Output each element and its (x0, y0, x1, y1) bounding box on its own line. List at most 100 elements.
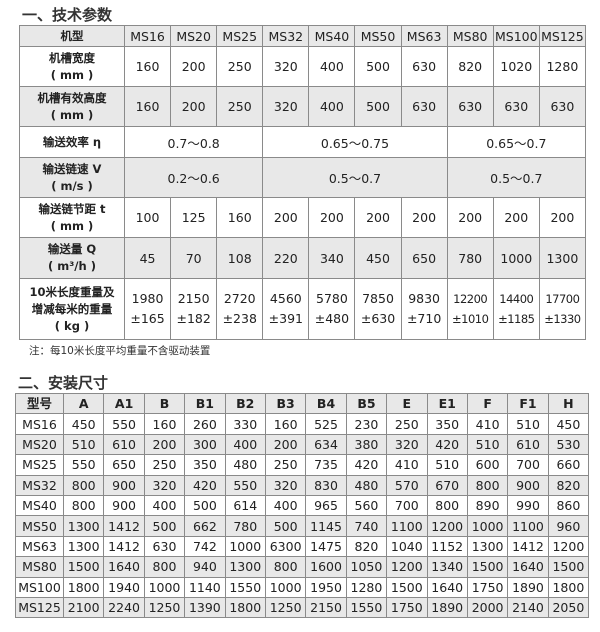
table-row: 机槽有效高度( mm ) 160 200 250 320 400 500 630 630 630 6… (19, 86, 586, 127)
table-row: 10米长度重量及 增减每米的重量 ( kg ) 1980 ±165 2150 ±182 272… (19, 278, 586, 340)
model-header: MS16 (123, 25, 172, 47)
value-cell: 320 (262, 86, 310, 127)
weight-value: 9830 (408, 291, 441, 306)
value-cell: 2100 (62, 596, 105, 619)
value-cell: 410 (386, 454, 428, 476)
value-cell: 300 (184, 433, 226, 456)
value-cell: 860 (547, 494, 590, 517)
value-cell: 550 (62, 454, 105, 476)
column-header: A (62, 392, 105, 415)
value-cell: 160 (143, 413, 186, 435)
value-cell: 830 (305, 474, 347, 496)
value-cell: 650 (400, 237, 448, 279)
value-cell: 900 (103, 494, 145, 517)
value-cell: 200 (170, 86, 218, 127)
table-row: 机型 MS16 MS20 MS25 MS32 MS40 MS50 MS63 MS80 MS100 M… (19, 25, 586, 47)
value-cell: 400 (143, 494, 186, 517)
row-label: 输送链速 V ( m/s ) (19, 157, 125, 198)
model-cell: MS25 (15, 454, 64, 476)
weight-value: 17700 (545, 292, 580, 306)
value-cell: 1550 (345, 596, 388, 619)
value-cell: 450 (547, 413, 590, 435)
value-cell: 670 (426, 474, 468, 496)
value-cell: 1600 (305, 556, 347, 578)
weight-value: 14400 (499, 292, 534, 306)
value-cell: 200 (143, 433, 186, 456)
model-cell: MS16 (15, 413, 64, 435)
weight-delta: ±391 (268, 311, 303, 326)
weight-value: 4560 (269, 291, 302, 306)
value-cell: 965 (305, 494, 347, 517)
value-cell: 400 (224, 433, 266, 456)
value-cell: 1640 (426, 576, 468, 598)
row-label-text: ( mm ) (50, 107, 94, 122)
value-cell: 1800 (224, 596, 266, 619)
value-cell: 630 (492, 86, 540, 127)
value-cell: 220 (262, 237, 310, 279)
value-cell: 1152 (426, 535, 468, 558)
header-row: 型号 A A1 B B1 B2 B3 B4 B5 E E1 F F1 H (15, 392, 590, 415)
value-cell: 1940 (103, 576, 145, 598)
value-cell: 200 (492, 197, 540, 238)
model-header: MS50 (354, 25, 402, 47)
value-cell: 1800 (547, 576, 590, 598)
value-cell: 1050 (345, 556, 388, 578)
value-cell: 820 (446, 46, 494, 87)
value-cell: 2000 (466, 596, 509, 619)
column-header: B5 (345, 392, 388, 415)
value-cell: 1300 (62, 515, 105, 537)
weight-cell: 14400 ±1185 (492, 278, 540, 340)
value-cell: 1890 (426, 596, 468, 619)
row-label-text: 机槽宽度 (49, 50, 95, 65)
row-label-text: ( m³/h ) (48, 259, 96, 273)
table-row: MS125 2100 2240 1250 1390 1800 1250 2150 1550 175… (15, 596, 590, 619)
weight-cell: 17700 ±1330 (538, 278, 586, 340)
value-cell: 1640 (507, 556, 549, 578)
value-cell: 45 (123, 237, 172, 279)
value-cell: 340 (308, 237, 356, 279)
value-cell: 890 (466, 494, 509, 517)
model-header: MS100 (492, 25, 540, 47)
value-cell: 200 (170, 46, 218, 87)
value-cell: 1800 (62, 576, 105, 598)
value-cell: 2050 (547, 596, 590, 619)
value-cell: 1250 (143, 596, 186, 619)
value-cell: 700 (507, 454, 549, 476)
weight-delta: ±1185 (498, 312, 535, 326)
value-cell: 1300 (538, 237, 586, 279)
value-cell: 1000 (143, 576, 186, 598)
table-row: MS63 1300 1412 630 742 1000 6300 1475 820 1040 115… (15, 535, 590, 558)
weight-delta: ±182 (176, 311, 211, 326)
value-cell: 1890 (507, 576, 549, 598)
value-cell: 1040 (386, 535, 428, 558)
weight-cell: 9830 ±710 (400, 278, 448, 340)
value-cell: 160 (216, 197, 264, 238)
value-cell: 2150 (305, 596, 347, 619)
value-cell: 1750 (466, 576, 509, 598)
table-row: 输送效率 η 0.7～0.8 0.65～0.75 0.65～0.7 (19, 126, 586, 158)
value-cell: 320 (262, 46, 310, 87)
weight-cell: 5780 ±480 (308, 278, 356, 340)
weight-value: 5780 (316, 291, 348, 306)
value-cell: 160 (264, 413, 307, 435)
value-cell: 735 (305, 454, 347, 476)
value-cell: 1500 (547, 556, 590, 578)
table-row: 输送量 Q ( m³/h ) 45 70 108 220 340 450 650 780 1000 1… (19, 237, 586, 279)
value-cell: 250 (264, 454, 307, 476)
weight-note: 注：每10米长度平均重量不含驱动装置 (29, 345, 211, 357)
value-cell: 1200 (547, 535, 590, 558)
value-cell: 1020 (492, 46, 540, 87)
value-cell: 350 (426, 413, 468, 435)
value-cell: 1100 (507, 515, 549, 537)
model-header: MS32 (262, 25, 310, 47)
model-header: MS80 (446, 25, 494, 47)
column-header: F1 (507, 392, 549, 415)
value-cell: 410 (466, 413, 509, 435)
value-cell: 662 (184, 515, 226, 537)
value-cell: 630 (446, 86, 494, 127)
row-label-text: ( m/s ) (51, 178, 93, 193)
column-header: B (143, 392, 186, 415)
value-cell: 650 (103, 454, 145, 476)
tech-params-table: 机型 MS16 MS20 MS25 MS32 MS40 MS50 MS63 MS80 MS100 M… (19, 25, 586, 340)
weight-delta: ±165 (130, 311, 165, 326)
